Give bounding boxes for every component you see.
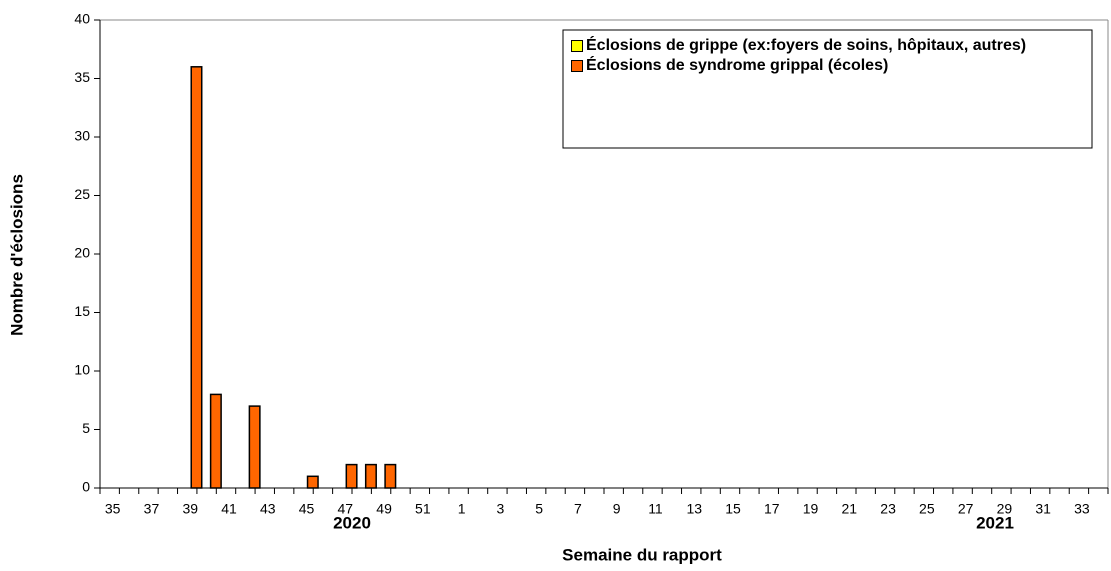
x-tick-label: 47 — [338, 501, 354, 517]
y-tick-label: 20 — [74, 245, 90, 261]
year-label: 2021 — [976, 513, 1014, 532]
legend: Éclosions de grippe (ex:foyers de soins,… — [571, 36, 1086, 76]
x-tick-label: 13 — [686, 501, 702, 517]
x-tick-label: 1 — [458, 501, 466, 517]
x-tick-label: 27 — [958, 501, 974, 517]
y-axis-label: Nombre d'éclosions — [7, 174, 26, 336]
x-tick-label: 41 — [221, 501, 237, 517]
x-tick-label: 43 — [260, 501, 276, 517]
y-tick-label: 0 — [82, 479, 90, 495]
x-tick-label: 49 — [376, 501, 392, 517]
year-label: 2020 — [333, 513, 371, 532]
x-tick-label: 35 — [105, 501, 121, 517]
x-tick-label: 21 — [842, 501, 858, 517]
x-tick-label: 45 — [299, 501, 315, 517]
x-tick-label: 37 — [144, 501, 160, 517]
bar — [209, 393, 222, 489]
y-tick-label: 10 — [74, 362, 90, 378]
legend-item: Éclosions de grippe (ex:foyers de soins,… — [571, 36, 1086, 56]
x-tick-label: 9 — [613, 501, 621, 517]
bar — [190, 66, 203, 489]
legend-label: Éclosions de grippe (ex:foyers de soins,… — [586, 37, 1027, 54]
y-tick-label: 40 — [74, 11, 90, 27]
bar — [364, 463, 377, 489]
x-axis-label: Semaine du rapport — [562, 545, 722, 564]
bar — [384, 463, 397, 489]
y-tick-label: 15 — [74, 303, 90, 319]
y-tick-label: 25 — [74, 186, 90, 202]
legend-label: Éclosions de syndrome grippal (écoles) — [586, 57, 889, 74]
x-tick-label: 51 — [415, 501, 431, 517]
legend-swatch — [571, 40, 583, 52]
x-tick-label: 11 — [648, 501, 663, 517]
bar — [306, 475, 319, 489]
x-tick-label: 31 — [1035, 501, 1051, 517]
legend-swatch — [571, 60, 583, 72]
x-tick-label: 23 — [880, 501, 896, 517]
x-tick-label: 19 — [803, 501, 819, 517]
bar — [345, 463, 358, 489]
legend-list: Éclosions de grippe (ex:foyers de soins,… — [571, 36, 1086, 76]
x-tick-label: 7 — [574, 501, 582, 517]
legend-item: Éclosions de syndrome grippal (écoles) — [571, 56, 1086, 76]
x-tick-label: 33 — [1074, 501, 1090, 517]
x-tick-label: 15 — [725, 501, 741, 517]
x-tick-label: 17 — [764, 501, 780, 517]
y-tick-label: 30 — [74, 128, 90, 144]
x-tick-label: 39 — [182, 501, 198, 517]
y-tick-label: 5 — [82, 420, 90, 436]
x-tick-label: 3 — [496, 501, 504, 517]
bar — [248, 405, 261, 489]
x-tick-label: 29 — [997, 501, 1013, 517]
y-tick-label: 35 — [74, 69, 90, 85]
x-tick-label: 5 — [535, 501, 543, 517]
legend-box — [562, 29, 1093, 149]
x-tick-label: 25 — [919, 501, 935, 517]
